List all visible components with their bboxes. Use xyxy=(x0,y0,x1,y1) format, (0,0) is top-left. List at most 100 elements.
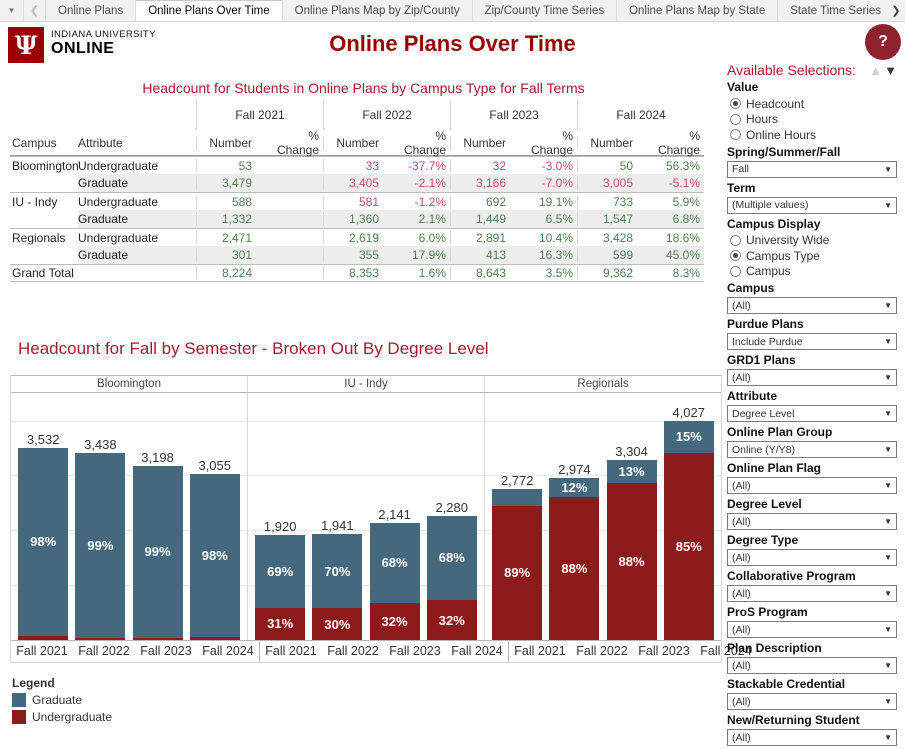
stacked-bar[interactable]: 3,304 13% 88% xyxy=(606,444,657,640)
dropdown-online-plan-flag[interactable]: (All) ▼ xyxy=(727,477,897,494)
dropdown-degree-type[interactable]: (All) ▼ xyxy=(727,549,897,566)
graduate-segment[interactable]: 70% xyxy=(312,534,363,609)
filter-label-online-plan-flag: Online Plan Flag xyxy=(727,461,822,475)
dropdown-grd1-plans[interactable]: (All) ▼ xyxy=(727,369,897,386)
undergraduate-segment[interactable]: 32% xyxy=(369,602,420,640)
graduate-segment[interactable] xyxy=(492,488,543,506)
cell-number: 3,166 xyxy=(450,176,518,190)
cell-pct-change: 19.1% xyxy=(538,194,573,209)
tab-online-plans-map-by-state[interactable]: Online Plans Map by State xyxy=(617,0,779,21)
dropdown-stackable-credential[interactable]: (All) ▼ xyxy=(727,693,897,710)
radio-option-online-hours[interactable]: Online Hours xyxy=(727,127,897,143)
undergraduate-segment[interactable]: 85% xyxy=(663,453,714,640)
radio-option-campus-type[interactable]: Campus Type xyxy=(727,248,897,264)
dropdown-attribute[interactable]: Degree Level ▼ xyxy=(727,405,897,422)
chevron-down-icon: ▼ xyxy=(884,481,892,490)
tab-scroll-left-icon[interactable]: ❮ xyxy=(24,0,46,21)
cell-campus: Bloomington xyxy=(12,158,79,173)
undergraduate-segment[interactable] xyxy=(18,636,69,640)
scroll-up-icon[interactable]: ▲ xyxy=(869,62,883,78)
undergraduate-segment[interactable]: 31% xyxy=(255,607,306,640)
chart-panel: 2,772 89% 2,974 12% 88% 3,304 13% 88% 4,027 15% 85… xyxy=(485,393,721,640)
tab-state-time-series[interactable]: State Time Series xyxy=(778,0,887,21)
tab-menu-icon[interactable]: ▼ xyxy=(0,0,24,21)
undergraduate-segment[interactable]: 89% xyxy=(492,505,543,640)
radio-option-university-wide[interactable]: University Wide xyxy=(727,233,897,249)
undergraduate-segment[interactable]: 32% xyxy=(426,600,477,640)
dropdown-plan-description[interactable]: (All) ▼ xyxy=(727,657,897,674)
dropdown-spring-summer-fall[interactable]: Fall ▼ xyxy=(727,160,897,178)
stacked-bar[interactable]: 3,055 98% xyxy=(189,458,240,640)
dropdown-new-returning-student[interactable]: (All) ▼ xyxy=(727,729,897,746)
filter-label-campus: Campus xyxy=(727,281,775,295)
undergraduate-segment[interactable]: 30% xyxy=(312,608,363,640)
undergraduate-segment[interactable] xyxy=(132,638,183,640)
axis-panel: Fall 2021 Fall 2022 Fall 2023 Fall 2024 xyxy=(509,641,757,662)
axis-label: Fall 2023 xyxy=(638,644,690,658)
help-button[interactable]: ? xyxy=(865,24,901,60)
graduate-segment[interactable]: 68% xyxy=(369,523,420,603)
stacked-bar[interactable]: 3,438 99% xyxy=(75,437,126,640)
stacked-bar[interactable]: 3,532 98% xyxy=(18,432,69,640)
stacked-bar[interactable]: 3,198 99% xyxy=(132,450,183,640)
chevron-down-icon: ▼ xyxy=(884,373,892,382)
dropdown-value: (All) xyxy=(732,371,751,384)
column-header-number: Number xyxy=(450,135,518,150)
cell-number: 1,332 xyxy=(196,212,264,226)
dropdown-pros-program[interactable]: (All) ▼ xyxy=(727,621,897,638)
undergraduate-segment[interactable] xyxy=(75,638,126,640)
cell-pct-change: 5.9% xyxy=(672,194,700,209)
cell-number: 53 xyxy=(196,158,264,173)
tab-online-plans-over-time[interactable]: Online Plans Over Time xyxy=(136,0,283,21)
bar-total-label: 3,055 xyxy=(198,457,232,473)
table-row: Graduate 3,479 3,405 -2.1% 3,166 -7.0% 3,005 -5… xyxy=(10,174,704,192)
tab-scroll-right-icon[interactable]: ❯ xyxy=(887,0,905,21)
graduate-segment[interactable]: 13% xyxy=(606,459,657,484)
stacked-bar[interactable]: 2,974 12% 88% xyxy=(549,462,600,640)
tab-zip-county-time-series[interactable]: Zip/County Time Series xyxy=(473,0,618,21)
chevron-down-icon: ▼ xyxy=(884,553,892,562)
stacked-bar[interactable]: 1,920 69% 31% xyxy=(255,519,306,640)
undergraduate-segment[interactable]: 88% xyxy=(606,483,657,640)
dropdown-purdue-plans[interactable]: Include Purdue ▼ xyxy=(727,333,897,350)
column-header-term: Fall 2021 xyxy=(196,100,323,130)
cell-pct-change: 10.4% xyxy=(538,230,573,245)
dropdown-value: (All) xyxy=(732,299,751,312)
cell-number: 8,643 xyxy=(450,266,518,280)
axis-label: Fall 2022 xyxy=(78,644,130,658)
undergraduate-segment[interactable] xyxy=(189,636,240,640)
column-header-term: Fall 2024 xyxy=(577,100,704,130)
dropdown-collaborative-program[interactable]: (All) ▼ xyxy=(727,585,897,602)
cell-number: 1,449 xyxy=(450,212,518,226)
undergraduate-segment[interactable]: 88% xyxy=(549,497,600,640)
dropdown-campus[interactable]: (All) ▼ xyxy=(727,297,897,314)
radio-option-headcount[interactable]: Headcount xyxy=(727,96,897,112)
stacked-bar[interactable]: 4,027 15% 85% xyxy=(663,405,714,640)
stacked-bar[interactable]: 2,280 68% 32% xyxy=(426,500,477,640)
iu-logo: Ψ xyxy=(8,27,44,63)
stacked-bar[interactable]: 2,772 89% xyxy=(492,473,543,640)
graduate-segment[interactable]: 12% xyxy=(549,477,600,498)
sidebar-heading-row: Available Selections: ▲ ▼ xyxy=(727,62,897,78)
graduate-segment[interactable]: 98% xyxy=(18,447,69,637)
graduate-segment[interactable]: 98% xyxy=(189,473,240,637)
dropdown-online-plan-group[interactable]: Online (Y/Y8) ▼ xyxy=(727,441,897,458)
graduate-segment[interactable]: 99% xyxy=(75,452,126,639)
tab-online-plans-map-by-zip-county[interactable]: Online Plans Map by Zip/County xyxy=(283,0,473,21)
dropdown-value: Online (Y/Y8) xyxy=(732,443,796,456)
tab-online-plans[interactable]: Online Plans xyxy=(46,0,137,21)
radio-option-campus[interactable]: Campus xyxy=(727,264,897,280)
radio-option-hours[interactable]: Hours xyxy=(727,112,897,128)
radio-option-label: Online Hours xyxy=(746,127,817,142)
chart-legend: Legend Graduate Undergraduate xyxy=(12,676,112,727)
graduate-segment[interactable]: 68% xyxy=(426,515,477,601)
dropdown-term[interactable]: (Multiple values) ▼ xyxy=(727,196,897,214)
stacked-bar[interactable]: 2,141 68% 32% xyxy=(369,507,420,640)
dropdown-degree-level[interactable]: (All) ▼ xyxy=(727,513,897,530)
graduate-segment[interactable]: 99% xyxy=(132,465,183,639)
graduate-segment[interactable]: 15% xyxy=(663,420,714,454)
scroll-down-icon[interactable]: ▼ xyxy=(884,62,897,78)
stacked-bar[interactable]: 1,941 70% 30% xyxy=(312,518,363,640)
cell-pct-change: 8.3% xyxy=(672,266,700,280)
graduate-segment[interactable]: 69% xyxy=(255,535,306,608)
